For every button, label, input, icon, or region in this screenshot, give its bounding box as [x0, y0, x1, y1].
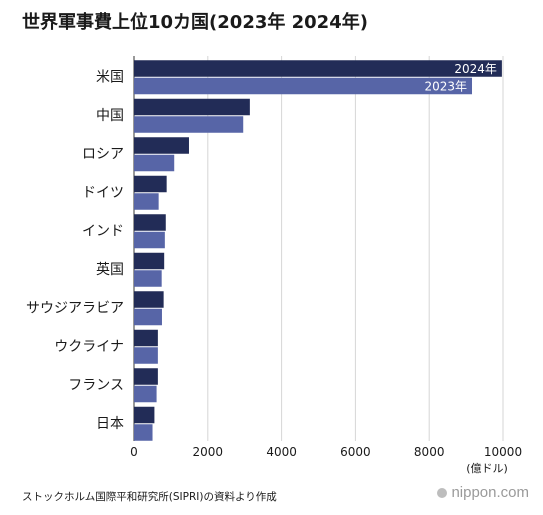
category-label: ドイツ: [82, 185, 124, 201]
category-label: ウクライナ: [54, 339, 124, 355]
bar-2023: [134, 270, 162, 287]
bar-2024: [134, 214, 166, 231]
bar-2024: [134, 368, 158, 385]
series-label: 2024年: [454, 62, 497, 76]
category-label: サウジアラビア: [26, 300, 124, 316]
x-unit-label: (億ドル): [466, 462, 508, 475]
bar-2024: [134, 137, 189, 154]
bar-2023: [134, 116, 244, 133]
brand-logo: nippon.com: [437, 484, 529, 501]
bar-2024: [134, 98, 250, 116]
grid-layer: [133, 56, 504, 441]
category-label: 米国: [96, 69, 124, 85]
bar-2023: [134, 424, 153, 441]
category-label: インド: [82, 223, 124, 239]
bar-2024: [134, 406, 155, 424]
tick-layer: 0 2000 4000 6000 8000 10000 (億ドル): [130, 445, 522, 475]
bar-2024: [134, 329, 158, 347]
x-tick-label: 6000: [340, 445, 371, 459]
label-layer: 米国 2024年 2023年中国ロシアドイツインド英国サウジアラビアウクライナフラン…: [26, 62, 497, 432]
source-note: ストックホルム国際平和研究所(SIPRI)の資料より作成: [22, 491, 277, 503]
x-tick-label: 0: [130, 445, 138, 459]
x-tick-label: 4000: [266, 445, 297, 459]
x-tick-label: 2000: [193, 445, 224, 459]
bar-2023: [134, 385, 157, 403]
chart-title: 世界軍事費上位10カ国(2023年 2024年): [22, 12, 368, 33]
brand-dot-icon: [437, 488, 448, 498]
bar-2023: [134, 231, 165, 249]
category-label: フランス: [68, 377, 124, 393]
brand-name: nippon.com: [451, 484, 529, 501]
bar-2024: [134, 291, 164, 308]
bar-2023: [134, 154, 175, 172]
series-label: 2023年: [424, 79, 467, 93]
bar-2024: [134, 60, 502, 77]
bar-2023: [134, 193, 159, 210]
category-label: 英国: [96, 261, 124, 278]
x-tick-label: 8000: [414, 445, 445, 459]
bar-2023: [134, 77, 473, 95]
category-label: 日本: [96, 416, 124, 432]
x-tick-label: 10000: [484, 445, 522, 459]
bar-2024: [134, 252, 165, 270]
category-label: 中国: [96, 108, 124, 124]
bar-2023: [134, 308, 162, 326]
bar-layer: [134, 60, 502, 441]
category-label: ロシア: [82, 146, 124, 162]
bar-2023: [134, 347, 158, 364]
bar-2024: [134, 175, 167, 193]
